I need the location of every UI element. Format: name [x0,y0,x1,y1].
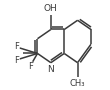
Text: CH₃: CH₃ [70,79,85,88]
Text: OH: OH [44,4,58,13]
Text: F: F [28,62,33,71]
Text: F: F [14,42,19,51]
Text: F: F [14,56,19,65]
Text: N: N [48,65,54,74]
